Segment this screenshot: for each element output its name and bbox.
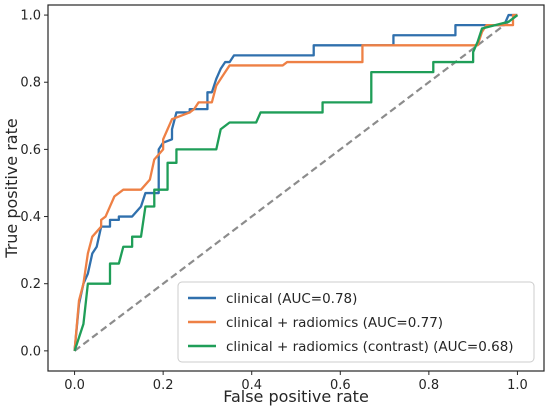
y-tick-label: 0.4 (20, 210, 41, 225)
x-axis-ticks: 0.0 0.2 0.4 0.6 0.8 1.0 (64, 371, 528, 393)
y-axis-ticks: 0.0 0.2 0.4 0.6 0.8 1.0 (20, 9, 48, 359)
y-tick-label: 0.2 (20, 277, 41, 292)
roc-curve-3 (73, 14, 519, 352)
x-tick-label: 0.2 (153, 378, 174, 393)
roc-curve-2 (73, 13, 518, 351)
x-tick-label: 0.6 (330, 378, 351, 393)
y-tick-label: 0.0 (20, 344, 41, 359)
x-tick-label: 0.0 (64, 378, 85, 393)
y-tick-label: 0.6 (20, 143, 41, 158)
y-axis-label: True positive rate (2, 118, 21, 258)
legend: clinical (AUC=0.78) clinical + radiomics … (177, 281, 535, 363)
x-tick-label: 1.0 (507, 378, 528, 393)
x-axis-label: False positive rate (223, 387, 369, 406)
legend-label-2: clinical + radiomics (AUC=0.77) (226, 315, 443, 331)
plot-frame (47, 4, 545, 372)
x-tick-label: 0.4 (241, 378, 262, 393)
legend-label-3: clinical + radiomics (contrast) (AUC=0.6… (226, 339, 514, 355)
y-tick-label: 0.8 (20, 76, 41, 91)
legend-box (177, 281, 535, 363)
legend-label-1: clinical (AUC=0.78) (226, 291, 357, 307)
y-tick-label: 1.0 (20, 9, 41, 24)
x-tick-label: 0.8 (419, 378, 440, 393)
plot-area (47, 4, 545, 372)
chance-reference-line (73, 14, 519, 352)
